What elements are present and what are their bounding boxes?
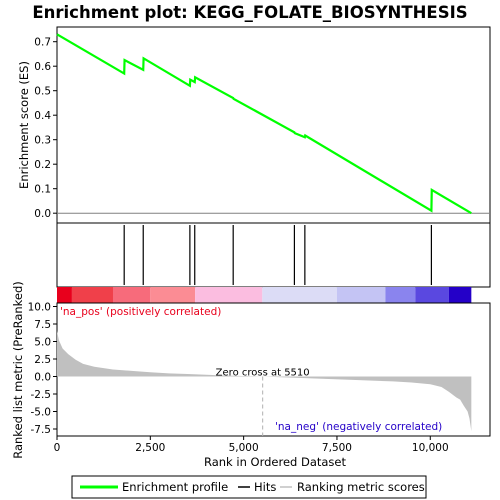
es-y-tick-label: 0.7 — [34, 37, 51, 49]
zero-cross-label: Zero cross at 5510 — [216, 368, 310, 379]
heat-bar-segment — [57, 287, 72, 303]
legend-label-metric: Ranking metric scores — [297, 480, 425, 494]
hits-panel-frame — [56, 222, 491, 288]
heat-bar-segment — [385, 287, 416, 303]
x-tick-label: 7,500 — [322, 442, 352, 454]
heat-bar-segment — [71, 287, 113, 303]
metric-y-axis-label: Ranked list metric (PreRanked) — [11, 281, 25, 459]
es-y-tick-label: 0.4 — [34, 110, 51, 122]
enrichment-panel-frame — [56, 26, 491, 224]
negative-correlation-label: 'na_neg' (negatively correlated) — [275, 421, 442, 433]
x-tick-label: 0 — [54, 442, 61, 454]
metric-y-tick-label: -2.5 — [31, 389, 52, 401]
x-tick-label: 2,500 — [135, 442, 165, 454]
positive-correlation-label: 'na_pos' (positively correlated) — [60, 306, 221, 318]
legend-label-enrichment: Enrichment profile — [122, 480, 228, 494]
heat-bar-segment — [150, 287, 196, 303]
heat-bar-segment — [415, 287, 449, 303]
heat-bar-segment — [336, 287, 386, 303]
legend-label-hits: Hits — [254, 480, 276, 494]
hits-markers — [123, 225, 432, 285]
metric-y-tick-label: 2.5 — [34, 354, 51, 366]
es-y-tick-label: 0.2 — [34, 159, 51, 171]
enrichment-profile-line — [56, 33, 472, 215]
heat-bar-segment — [112, 287, 151, 303]
ranking-heat-bar — [57, 287, 472, 303]
es-y-tick-label: 0.0 — [34, 208, 51, 220]
legend: Enrichment profile Hits Ranking metric s… — [71, 475, 427, 499]
ranking-metric-area — [57, 331, 472, 432]
x-axis: 0 2,500 5,000 7,500 10,000 — [54, 436, 449, 454]
x-tick-label: 10,000 — [412, 442, 449, 454]
metric-y-tick-label: 5.0 — [34, 337, 51, 349]
metric-y-tick-label: 10.0 — [28, 302, 51, 314]
metric-y-tick-label: -7.5 — [31, 424, 52, 436]
metric-y-axis: 10.0 7.5 5.0 2.5 0.0 -2.5 -5.0 -7.5 — [28, 302, 57, 436]
es-y-tick-label: 0.1 — [34, 184, 51, 196]
x-tick-label: 5,000 — [229, 442, 259, 454]
heat-bar-segment — [448, 287, 472, 303]
chart-title: Enrichment plot: KEGG_FOLATE_BIOSYNTHESI… — [32, 3, 467, 22]
es-y-tick-label: 0.6 — [34, 61, 51, 73]
es-y-axis: 0.0 0.1 0.2 0.3 0.4 0.5 0.6 0.7 — [34, 37, 490, 220]
heat-bar-segment — [195, 287, 263, 303]
es-y-tick-label: 0.5 — [34, 86, 51, 98]
heat-bar-segment — [262, 287, 337, 303]
metric-y-tick-label: 7.5 — [34, 319, 51, 331]
es-y-axis-label: Enrichment score (ES) — [17, 61, 31, 189]
x-axis-label: Rank in Ordered Dataset — [204, 455, 347, 469]
metric-panel-frame — [56, 302, 491, 437]
es-y-tick-label: 0.3 — [34, 135, 51, 147]
metric-y-tick-label: -5.0 — [31, 407, 52, 419]
metric-y-tick-label: 0.0 — [34, 372, 51, 384]
